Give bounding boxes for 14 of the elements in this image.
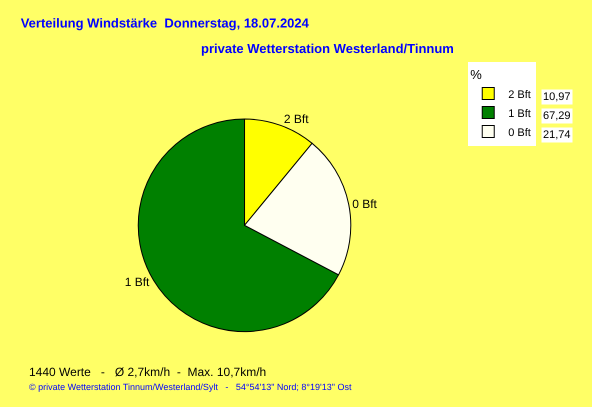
legend-label: 2 Bft [508,88,531,101]
data-label: 10,97 [543,91,571,103]
chart-subtitle: private Wetterstation Westerland/Tinnum [201,41,454,56]
slice-label: 1 Bft [124,275,150,290]
slice-label: 0 Bft [352,197,378,212]
data-label: 67,29 [543,110,571,122]
data-label: 21,74 [543,129,571,141]
legend-label: 1 Bft [508,108,531,120]
text: 1440 Werte - Ø 2,7km/h - Max. 10,7km/h [29,365,266,379]
chart-title: Verteilung Windstärke Donnerstag, 18.07.2024 [20,15,310,30]
legend-label: 0 Bft [508,126,531,139]
slice-label: 2 Bft [284,112,310,126]
text: © private Wetterstation Tinnum/Westerland/Sylt - 54°54'13" Nord; 8°19'13" Ost [29,382,352,392]
legend-title: % [470,67,482,82]
